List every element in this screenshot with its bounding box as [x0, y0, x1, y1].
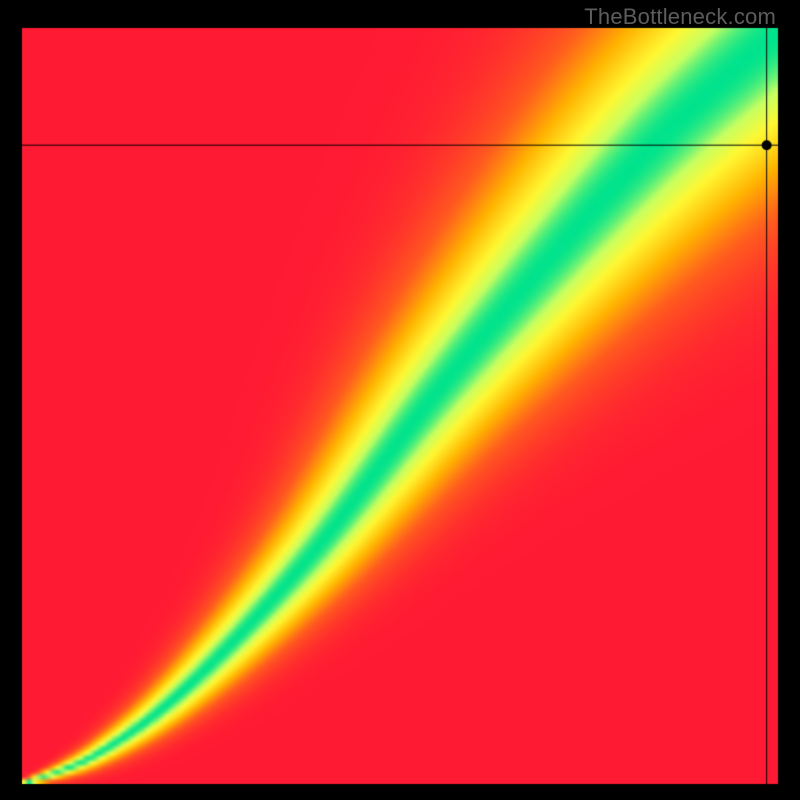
bottleneck-heatmap [0, 0, 800, 800]
watermark-text: TheBottleneck.com [584, 4, 776, 30]
